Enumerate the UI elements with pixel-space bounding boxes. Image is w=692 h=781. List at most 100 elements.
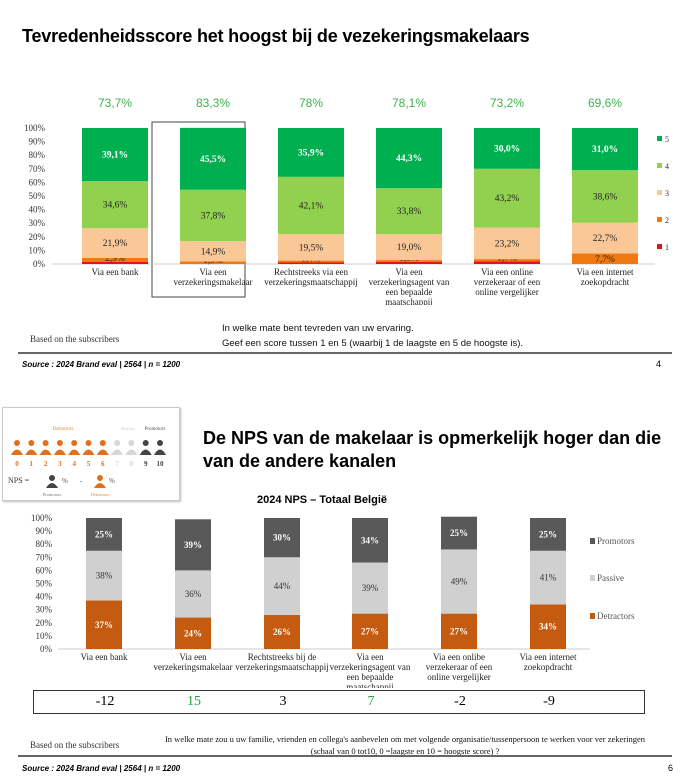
data-label: 25% xyxy=(95,529,113,539)
y-tick-label: 0% xyxy=(40,644,53,654)
data-label: 22,7% xyxy=(593,234,618,244)
slide2-question-2: (schaal van 0 tot10, 0 =laagste en 10 = … xyxy=(310,746,500,756)
slide2-page-number: 6 xyxy=(668,763,674,773)
data-label: 19,0% xyxy=(397,243,422,253)
y-tick-label: 10% xyxy=(36,631,53,641)
slide1-based-note: Based on the subscribers xyxy=(30,334,120,344)
data-label: 31,0% xyxy=(592,145,618,155)
category-label: zoekopdracht xyxy=(581,277,630,287)
promotor-icon xyxy=(46,483,58,488)
bar-segment-3 xyxy=(278,234,344,261)
scale-number: 5 xyxy=(87,460,91,468)
bar-segment-4 xyxy=(376,188,442,235)
total-score-label: 73,7% xyxy=(98,96,132,110)
person-icon xyxy=(71,440,78,446)
satisfaction-chart: 73,7% 83,3% 78% 78,1% 73,2% 69,6% 0% 10% 20% 30% 4… xyxy=(24,96,669,305)
person-icon xyxy=(28,440,35,446)
bar-segment-5 xyxy=(376,128,442,189)
person-icon xyxy=(14,440,20,446)
bar-segment-Promotors xyxy=(352,518,388,563)
data-label: 39,1% xyxy=(102,151,128,161)
y-tick-label: 20% xyxy=(29,232,46,242)
nps-value: 7 xyxy=(367,694,375,709)
legend-label: Promotors xyxy=(597,536,635,546)
legend-swatch-4 xyxy=(657,163,662,168)
data-label: 37,8% xyxy=(201,211,226,221)
legend-swatch xyxy=(590,575,595,581)
y-tick-label: 20% xyxy=(36,618,53,628)
category-label: maatschappij xyxy=(385,297,432,305)
bar-segment-1 xyxy=(82,261,148,264)
bar-segment-1 xyxy=(376,261,442,264)
bar-segment-Passive xyxy=(530,550,566,605)
nps-chart: 2024 NPS – Totaal België 0% 10% 20% 30% 40% 50… xyxy=(31,494,635,688)
legend-label: 3 xyxy=(665,189,669,198)
bar-segment-4 xyxy=(474,168,540,228)
category-label: verzekeringsagent van xyxy=(330,662,411,672)
passives-label: Passives xyxy=(121,426,135,431)
y-tick-label: 80% xyxy=(36,539,53,549)
bar-segment-Promotors xyxy=(441,516,477,550)
chart-title: 2024 NPS – Totaal België xyxy=(257,494,387,506)
category-label: maatschappij xyxy=(346,682,393,688)
category-label: verzekeraar of een xyxy=(474,277,541,287)
person-icon xyxy=(157,440,163,446)
person-icon xyxy=(39,449,52,455)
legend-swatch xyxy=(590,613,595,619)
category-label: Via een internet xyxy=(577,267,634,277)
nps-score-row: -12 15 3 7 -2 -9 xyxy=(33,690,645,714)
person-icon xyxy=(125,449,138,455)
category-label: Via een online xyxy=(481,267,533,277)
y-tick-label: 70% xyxy=(36,552,53,562)
data-label: 24% xyxy=(184,628,202,638)
category-label: een bepaalde xyxy=(386,287,433,297)
y-tick-label: 40% xyxy=(36,592,53,602)
scale-number: 6 xyxy=(101,460,105,468)
bar-segment-2 xyxy=(474,259,540,262)
bar-segment-3 xyxy=(180,241,246,262)
data-label: 45,5% xyxy=(200,155,226,165)
person-icon xyxy=(114,440,121,446)
category-label: zoekopdracht xyxy=(524,662,573,672)
bar-segment-Passive xyxy=(352,562,388,614)
bar-segment-Passive xyxy=(86,550,122,601)
y-tick-label: 60% xyxy=(29,177,46,187)
data-label: 44% xyxy=(274,581,291,591)
category-label: verzekeraar of een xyxy=(426,662,493,672)
slide2-title: De NPS van de makelaar is opmerkelijk ho… xyxy=(203,428,662,471)
slide2-divider xyxy=(18,755,672,757)
data-label: 34% xyxy=(539,622,557,632)
bar-segment-Detractors xyxy=(352,613,388,649)
category-label: Via een xyxy=(179,652,207,662)
data-label: 34,6% xyxy=(103,201,128,211)
nps-value: -2 xyxy=(454,694,466,709)
bar-segment-Promotors xyxy=(86,518,122,551)
bar-segment-3 xyxy=(82,228,148,259)
category-label: verzekeringsmakelaar xyxy=(154,662,233,672)
category-label: Via een xyxy=(356,652,384,662)
category-label: verzekeringsagent van xyxy=(369,277,450,287)
bar-segment-Detractors xyxy=(86,600,122,649)
data-label: 30,0% xyxy=(494,144,520,154)
person-icon xyxy=(56,440,63,446)
slide2-question-1: In welke mate zou u uw familie, vrienden… xyxy=(164,734,646,744)
bar-segment-2 xyxy=(376,260,442,262)
slide1-source: Source : 2024 Brand eval | 2564 | n = 12… xyxy=(22,360,181,369)
y-tick-label: 0% xyxy=(33,259,46,269)
y-tick-label: 100% xyxy=(24,123,46,133)
bar-segment-Passive xyxy=(175,570,211,618)
data-label: 25% xyxy=(450,528,468,538)
category-label: Rechtstreeks bij de xyxy=(248,652,316,662)
person-icon xyxy=(42,440,49,446)
category-label: een bepaalde xyxy=(347,672,394,682)
promotors-label: Promotors xyxy=(145,427,166,432)
person-icon xyxy=(154,449,166,455)
bar-segment-4 xyxy=(278,176,344,235)
data-label: 34% xyxy=(361,535,379,545)
scale-number: 4 xyxy=(72,460,76,468)
detractors-label: Detractors xyxy=(53,427,74,432)
nps-value: -12 xyxy=(95,694,115,709)
legend-label: 1 xyxy=(665,243,669,252)
bar-segment-Promotors xyxy=(175,519,211,571)
data-label: 26% xyxy=(273,627,291,637)
